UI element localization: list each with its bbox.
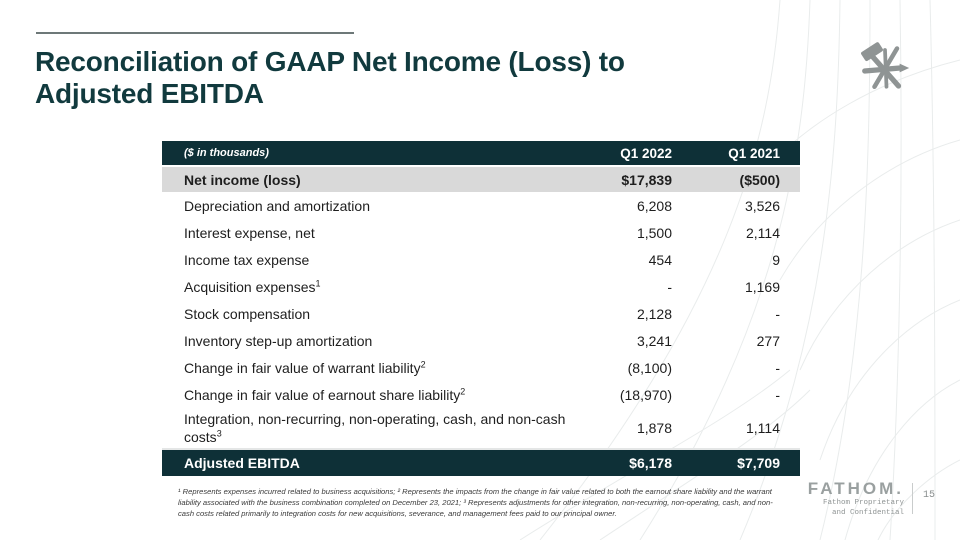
row-label: Adjusted EBITDA [184,455,300,471]
table-row: Interest expense, net 1,500 2,114 [162,219,800,246]
value-q1-2021: - [775,386,780,403]
value-q1-2021: 3,526 [744,197,780,214]
value-q1-2022: $17,839 [572,165,672,192]
value-q1-2021: - [775,305,780,322]
row-label: Interest expense, net [184,224,315,241]
confidentiality-label-line2: and Confidential [831,508,904,517]
row-label: Change in fair value of warrant liabilit… [184,359,421,376]
footnote-marker: 1 [315,277,321,288]
value-q1-2021: 9 [772,251,780,268]
table-row-adjusted-ebitda: Adjusted EBITDA $6,178 $7,709 [162,448,800,476]
value-q1-2021: 1,114 [746,419,780,436]
footnotes: ¹ Represents expenses incurred related t… [178,487,773,518]
row-label: Depreciation and amortization [184,197,370,214]
table-row: Acquisition expenses1 - 1,169 [162,273,800,300]
value-q1-2022: 6,208 [636,197,672,214]
table-row-net-income: Net income (loss) $17,839 ($500) [162,165,800,192]
footnote-marker: 3 [216,428,222,439]
page-title-line1: Reconciliation of GAAP Net Income (Loss)… [35,46,625,77]
row-label: Net income (loss) [184,171,301,188]
column-header-q1-2021: Q1 2021 [672,141,800,166]
value-q1-2022: - [667,278,672,295]
fathom-wordmark: FATHOM. [807,479,904,498]
fathom-tools-logo-icon [861,42,910,89]
page-title-line2: Adjusted EBITDA [35,78,264,110]
reconciliation-table: ($ in thousands) Q1 2022 Q1 2021 Net inc… [162,141,800,476]
value-q1-2021: 277 [756,332,780,349]
value-q1-2022: $6,178 [572,448,672,476]
value-q1-2021: $7,709 [672,448,800,476]
row-label: Acquisition expenses [184,278,316,295]
row-label: Change in fair value of earnout share li… [184,386,461,403]
value-q1-2022: 1,500 [636,224,672,241]
table-row: Stock compensation 2,128 - [162,300,800,327]
value-q1-2021: ($500) [672,165,800,192]
value-q1-2022: 2,128 [636,305,672,322]
value-q1-2021: - [775,359,780,376]
units-label: ($ in thousands) [162,141,572,166]
page-number-divider [912,483,913,514]
row-label: Stock compensation [184,305,311,322]
table-row: Change in fair value of earnout share li… [162,381,800,408]
table-row: Depreciation and amortization 6,208 3,52… [162,192,800,219]
column-header-q1-2022: Q1 2022 [572,141,672,166]
table-row: Inventory step-up amortization 3,241 277 [162,327,800,354]
confidentiality-label-line1: Fathom Proprietary [822,498,904,507]
value-q1-2022: 454 [648,251,672,268]
value-q1-2022: 3,241 [636,332,672,349]
page-title: Reconciliation of GAAP Net Income (Loss)… [35,46,855,111]
row-label: Integration, non-recurring, non-operatin… [184,410,566,445]
title-accent-rule [36,32,354,34]
value-q1-2022: 1,878 [636,419,672,436]
value-q1-2022: (8,100) [627,359,672,376]
row-label: Income tax expense [184,251,310,268]
footnote-marker: 2 [460,385,466,396]
table-row: Integration, non-recurring, non-operatin… [162,408,800,449]
footer-brand-block: FATHOM. Fathom Proprietary and Confident… [808,480,904,518]
value-q1-2022: (18,970) [619,386,672,403]
table-row: Income tax expense 454 9 [162,246,800,273]
value-q1-2021: 2,114 [746,224,780,241]
footnote-marker: 2 [420,358,426,369]
row-label: Inventory step-up amortization [184,332,373,349]
table-row: Change in fair value of warrant liabilit… [162,354,800,381]
page-number: 15 [922,490,935,501]
table-header-row: ($ in thousands) Q1 2022 Q1 2021 [162,141,800,166]
value-q1-2021: 1,169 [744,278,780,295]
